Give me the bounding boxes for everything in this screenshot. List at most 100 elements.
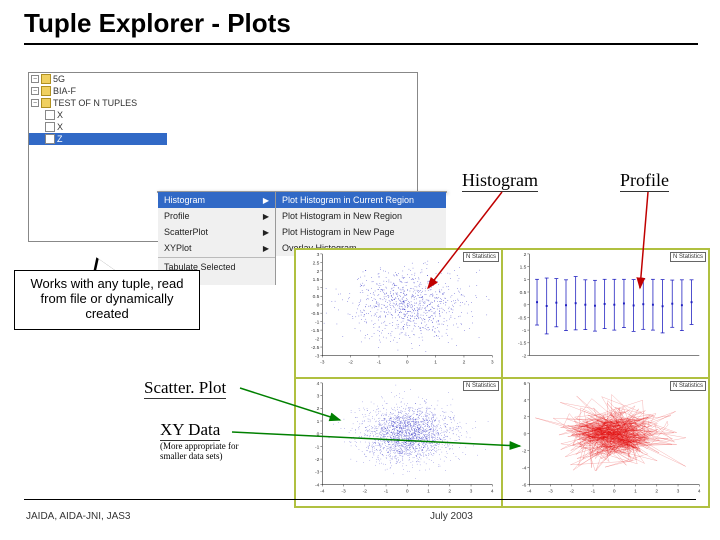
menu-item[interactable]: Plot Histogram in New Region (276, 208, 446, 224)
svg-text:-2: -2 (363, 488, 368, 494)
svg-text:-2: -2 (315, 457, 320, 463)
tree-item[interactable]: X (29, 121, 167, 133)
svg-text:3: 3 (317, 394, 320, 400)
svg-text:-3: -3 (315, 353, 320, 359)
svg-text:0: 0 (524, 303, 527, 309)
svg-text:1: 1 (434, 359, 437, 365)
label-profile: Profile (620, 170, 669, 192)
svg-text:2: 2 (317, 269, 320, 275)
menu-submenu[interactable]: Plot Histogram in Current RegionPlot His… (276, 192, 446, 256)
svg-text:-2: -2 (348, 359, 353, 365)
svg-text:-4: -4 (527, 488, 532, 494)
svg-text:2: 2 (524, 252, 527, 258)
svg-text:-2: -2 (522, 353, 527, 359)
tree-item[interactable]: Z (29, 133, 167, 145)
menu-item[interactable]: Histogram▶ (158, 192, 275, 208)
label-xy: XY Data (160, 420, 220, 441)
svg-text:4: 4 (317, 381, 320, 387)
svg-text:3: 3 (317, 252, 320, 258)
stats-box: N Statistics (463, 381, 499, 391)
svg-text:-1: -1 (591, 488, 596, 494)
page-title: Tuple Explorer - Plots (0, 0, 720, 43)
svg-text:1.5: 1.5 (520, 265, 527, 271)
svg-text:-1.5: -1.5 (311, 328, 320, 334)
stats-box: N Statistics (670, 252, 706, 262)
svg-text:-3: -3 (320, 359, 325, 365)
svg-text:3: 3 (491, 359, 494, 365)
title-divider (24, 43, 698, 45)
label-xy-sub: (More appropriate forsmaller data sets) (160, 442, 238, 462)
footer-left: JAIDA, AIDA-JNI, JAS3 (26, 511, 130, 522)
svg-text:0: 0 (406, 488, 409, 494)
svg-text:2: 2 (448, 488, 451, 494)
svg-text:-1: -1 (522, 328, 527, 334)
tree-item[interactable]: X (29, 109, 167, 121)
menu-item[interactable]: ScatterPlot▶ (158, 224, 275, 240)
plot-histogram: N Statistics -3 -2 -1 0 1 2 3 -3 -2.5 -2 -1.5 -1 -0.… (295, 249, 502, 378)
svg-text:4: 4 (698, 488, 701, 494)
svg-text:-1: -1 (315, 444, 320, 450)
footer-divider (24, 499, 696, 500)
svg-text:3: 3 (470, 488, 473, 494)
svg-text:2.5: 2.5 (313, 260, 320, 266)
svg-text:1: 1 (317, 286, 320, 292)
svg-text:-3: -3 (548, 488, 553, 494)
svg-text:6: 6 (524, 381, 527, 387)
plot-profile: N Statistics -2 -1.5 -1 -0.5 0 0.5 1 1.5 2 (502, 249, 709, 378)
svg-text:-1: -1 (384, 488, 389, 494)
svg-text:-3: -3 (341, 488, 346, 494)
svg-text:2: 2 (655, 488, 658, 494)
stats-box: N Statistics (463, 252, 499, 262)
svg-text:-2: -2 (522, 449, 527, 455)
menu-item[interactable]: Profile▶ (158, 208, 275, 224)
label-scatter: Scatter. Plot (144, 378, 226, 399)
tree-item[interactable]: −BIA-F (29, 85, 167, 97)
svg-text:0: 0 (317, 432, 320, 438)
menu-item[interactable]: Plot Histogram in New Page (276, 224, 446, 240)
svg-text:-1: -1 (377, 359, 382, 365)
footer-right: July 2003 (430, 511, 473, 522)
svg-text:1.5: 1.5 (313, 277, 320, 283)
plot-grid: N Statistics -3 -2 -1 0 1 2 3 -3 -2.5 -2 -1.5 -1 -0.… (294, 248, 710, 508)
svg-text:1: 1 (317, 419, 320, 425)
svg-text:-3: -3 (315, 470, 320, 476)
context-menu[interactable]: Histogram▶Profile▶ScatterPlot▶XYPlot▶Tab… (157, 191, 447, 193)
tree-list[interactable]: −5G−BIA-F−TEST OF N TUPLESXXZ (29, 73, 167, 241)
callout-box: Works with any tuple, read from file or … (14, 270, 200, 330)
svg-text:0: 0 (317, 303, 320, 309)
svg-text:0.5: 0.5 (520, 290, 527, 296)
svg-text:-0.5: -0.5 (518, 315, 527, 321)
plot-xy: N Statistics -4-3-2-101234-6-4-20246 (502, 378, 709, 507)
svg-text:-1: -1 (315, 320, 320, 326)
label-histogram: Histogram (462, 170, 538, 192)
tree-item[interactable]: −5G (29, 73, 167, 85)
tree-item[interactable]: −TEST OF N TUPLES (29, 97, 167, 109)
tree-panel: −5G−BIA-F−TEST OF N TUPLESXXZ Histogram▶… (28, 72, 418, 242)
svg-text:0: 0 (524, 432, 527, 438)
menu-item[interactable]: Plot Histogram in Current Region (276, 192, 446, 208)
svg-text:2: 2 (317, 406, 320, 412)
svg-text:4: 4 (524, 398, 527, 404)
svg-text:-2: -2 (315, 337, 320, 343)
svg-text:-4: -4 (315, 482, 320, 488)
svg-text:-0.5: -0.5 (311, 311, 320, 317)
svg-text:0: 0 (613, 488, 616, 494)
menu-item[interactable]: XYPlot▶ (158, 240, 275, 256)
svg-text:2: 2 (463, 359, 466, 365)
svg-text:-2: -2 (570, 488, 575, 494)
svg-text:4: 4 (491, 488, 494, 494)
svg-text:1: 1 (427, 488, 430, 494)
svg-text:3: 3 (677, 488, 680, 494)
stats-box: N Statistics (670, 381, 706, 391)
svg-text:1: 1 (634, 488, 637, 494)
svg-text:2: 2 (524, 415, 527, 421)
svg-text:-4: -4 (320, 488, 325, 494)
plot-scatter: N Statistics -4 -3 -2 -1 0 1 2 3 4 -4 -3 -2 -1 0 1 2 3 4 (295, 378, 502, 507)
svg-text:-2.5: -2.5 (311, 345, 320, 351)
svg-text:-4: -4 (522, 466, 527, 472)
svg-text:-6: -6 (522, 482, 527, 488)
svg-text:0.5: 0.5 (313, 294, 320, 300)
svg-text:1: 1 (524, 277, 527, 283)
svg-text:-1.5: -1.5 (518, 341, 527, 347)
svg-text:0: 0 (406, 359, 409, 365)
